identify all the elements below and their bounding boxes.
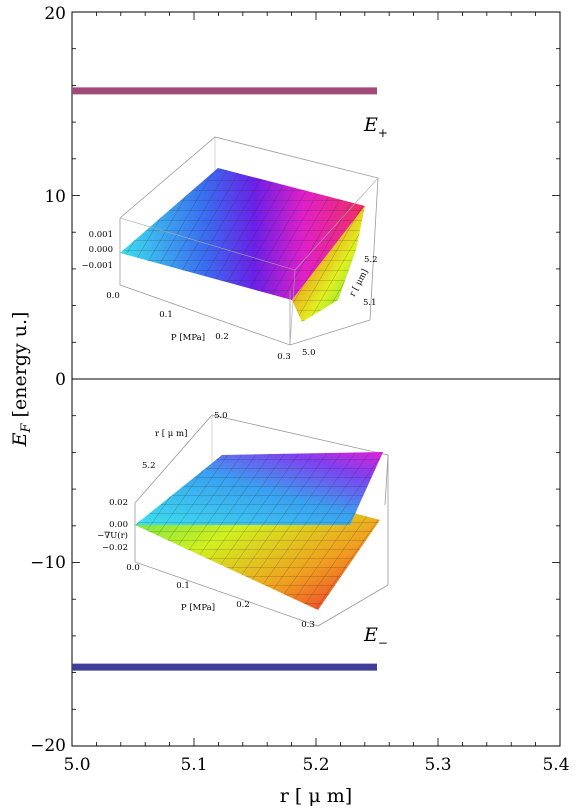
inset-p-tick: 0.0 — [126, 563, 140, 573]
inset-z-tick: −0.001 — [82, 261, 113, 271]
series-label-main: E — [363, 114, 378, 136]
y-tick-label: 10 — [44, 187, 66, 207]
x-tick-label: 5.0 — [63, 755, 90, 775]
inset-r-tick: 5.2 — [364, 255, 378, 265]
inset-r-label: r [ μm] — [348, 268, 371, 299]
inset-z-tick: 0.00 — [109, 520, 128, 530]
inset-z-label: −∇U(r) — [97, 530, 128, 541]
inset-p-tick: 0.3 — [277, 352, 291, 362]
inset-p-label: P [MPa] — [181, 603, 215, 613]
inset-p-tick: 0.2 — [215, 332, 229, 342]
inset-box-edge — [119, 218, 371, 346]
y-tick-label: −10 — [30, 553, 66, 573]
inset-surface-plot-lower: 0.02 0.00 −0.02 −∇U(r) 0.0 0.1 0.2 0.3 P… — [97, 411, 389, 630]
inset-z-tick: 0.001 — [89, 230, 113, 240]
x-axis-label: r [ μ m] — [280, 785, 352, 807]
inset-p-tick: 0.0 — [106, 291, 120, 301]
series-label-sub: + — [378, 126, 388, 140]
x-tick-label: 5.2 — [302, 755, 329, 775]
inset-box-edge — [134, 503, 389, 627]
y-axis-label-sub: F — [19, 423, 34, 434]
inset-surface-mesh — [135, 452, 383, 525]
inset-p-tick: 0.3 — [301, 620, 315, 630]
series-label-sub: − — [378, 636, 388, 650]
inset-surface-plot-upper: 0.001 0.000 −0.001 0.0 0.1 0.2 0.3 P [MP… — [82, 136, 379, 362]
y-tick-label: 20 — [44, 4, 66, 24]
y-axis-label: EF [energy u.] — [9, 312, 34, 448]
series-label-e-plus: E+ — [363, 114, 388, 140]
x-tick-label: 5.3 — [424, 755, 451, 775]
y-axis-label-rest: [energy u.] — [9, 312, 31, 424]
inset-r-tick: 5.0 — [302, 348, 316, 358]
y-tick-label: 0 — [55, 370, 66, 390]
inset-z-tick: 0.02 — [109, 498, 128, 508]
inset-surface-mesh — [292, 206, 365, 322]
inset-r-tick: 5.1 — [363, 298, 377, 308]
inset-box-edge — [289, 269, 296, 346]
series-label-e-minus: E− — [363, 624, 388, 650]
inset-r-tick: 5.2 — [142, 461, 156, 471]
inset-p-label: P [MPa] — [171, 333, 205, 343]
inset-z-tick: −0.02 — [102, 543, 128, 553]
inset-z-tick: 0.000 — [89, 245, 113, 255]
inset-box-edge — [119, 136, 379, 321]
inset-r-tick: 5.0 — [214, 411, 228, 421]
inset-p-tick: 0.1 — [176, 581, 190, 591]
x-tick-label: 5.1 — [180, 755, 207, 775]
axis-ticks — [71, 11, 561, 747]
y-tick-label: −20 — [30, 736, 66, 756]
inset-r-label: r [ μ m] — [155, 429, 187, 439]
x-tick-label: 5.4 — [542, 755, 569, 775]
series-label-main: E — [363, 624, 378, 646]
inset-box-edge — [119, 217, 296, 271]
inset-box-edge — [294, 177, 379, 271]
inset-p-tick: 0.2 — [236, 600, 250, 610]
inset-p-tick: 0.1 — [159, 310, 173, 320]
inset-box-edge — [134, 414, 389, 506]
y-axis-label-main: E — [9, 432, 31, 447]
inset-surface-mesh — [120, 168, 365, 300]
